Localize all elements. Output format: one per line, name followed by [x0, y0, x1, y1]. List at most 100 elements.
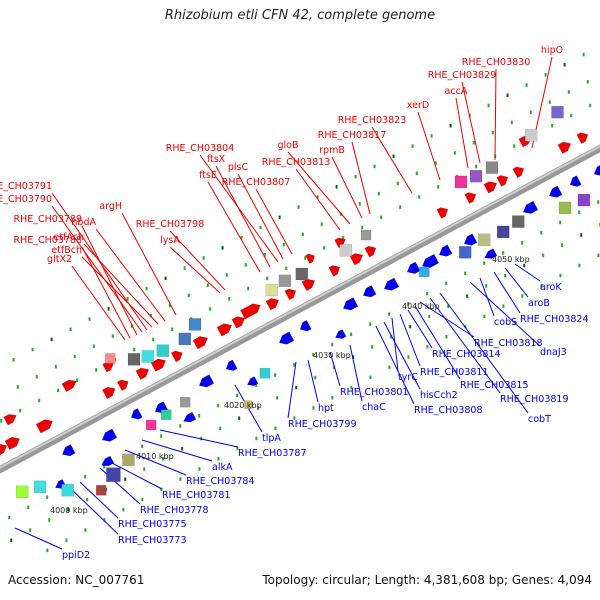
forward-gene-label-23-leader	[455, 97, 469, 169]
reverse-gene-7	[278, 331, 295, 345]
feature-block-17	[259, 368, 271, 379]
forward-gene-label-10-leader	[169, 246, 221, 294]
forward-gene-18	[364, 245, 377, 258]
forward-gene-label-24-leader	[461, 81, 481, 164]
forward-gene-label-9-leader	[121, 212, 177, 316]
reverse-gene-label-18-leader	[407, 309, 433, 349]
reverse-gene-outer-5	[335, 329, 347, 339]
forward-gene-7	[150, 358, 166, 372]
reverse-gene-label-23: dnaJ3	[540, 347, 567, 358]
feature-block-22	[478, 233, 491, 247]
reverse-gene-5	[198, 374, 215, 388]
feature-block-32	[105, 353, 116, 364]
forward-gene-label-10: lysA	[160, 235, 180, 246]
accession-value: NC_007761	[75, 573, 145, 587]
reverse-gene-9	[342, 297, 359, 311]
forward-gene-label-8-leader	[95, 228, 166, 322]
genome-backbone	[0, 144, 600, 474]
reverse-gene-label-12-leader	[329, 351, 341, 387]
forward-gene-8	[170, 350, 183, 363]
feature-block-28	[525, 129, 538, 142]
reverse-gene-label-11: hpt	[318, 403, 334, 414]
forward-gene-19	[436, 207, 449, 219]
reverse-gene-17	[548, 185, 563, 198]
reverse-gene-label-8: RHE_CH03787	[238, 448, 307, 459]
accession-label: Accession:	[8, 573, 72, 587]
reverse-gene-label-25-leader	[493, 271, 521, 314]
forward-gene-label-6: etfBch	[51, 245, 82, 256]
forward-gene-label-20-leader	[331, 156, 363, 219]
forward-gene-label-6-leader	[81, 256, 153, 328]
topology-value: circular	[322, 573, 367, 587]
feature-block-20	[419, 266, 430, 278]
reverse-gene-outer-3	[183, 411, 197, 423]
reverse-gene-outer-2	[101, 455, 115, 467]
feature-block-33	[95, 485, 107, 496]
forward-gene-label-15-leader	[237, 173, 284, 260]
feature-block-12	[178, 332, 192, 346]
kbp-label-6: 4050 kbp	[492, 255, 530, 264]
forward-gene-label-18: gloB	[278, 140, 299, 151]
reverse-gene-label-11-leader	[307, 359, 319, 403]
reverse-gene-12	[406, 261, 421, 274]
reverse-gene-3	[130, 408, 143, 420]
forward-gene-outer-1	[3, 414, 17, 426]
feature-block-11	[156, 344, 170, 357]
forward-gene-21	[483, 181, 498, 194]
forward-gene-13	[265, 298, 280, 311]
forward-gene-5	[116, 379, 129, 392]
forward-gene-label-1: gltX2	[47, 254, 72, 265]
feature-block-10	[141, 350, 155, 363]
length-value: 4,381,608 bp	[423, 573, 504, 587]
reverse-gene-label-14: RHE_CH03808	[414, 405, 483, 416]
forward-gene-label-25-leader	[494, 68, 497, 161]
kbp-label-5: 4040 kbp	[402, 302, 440, 311]
feature-block-21	[459, 246, 472, 259]
forward-gene-11	[231, 316, 246, 329]
reverse-gene-label-7: alkA	[212, 462, 233, 473]
accession-info: Accession: NC_007761	[8, 573, 144, 587]
reverse-gene-16	[522, 200, 539, 214]
feature-block-13	[188, 318, 202, 331]
forward-gene-label-22: xerD	[407, 100, 429, 111]
forward-gene-2	[4, 436, 20, 450]
reverse-gene-label-1-leader	[14, 527, 63, 550]
gene-label-layer: gltX2 RHE_CH03788 RHE_CH03789 RHE_CH03790 RH…	[0, 45, 589, 561]
reverse-gene-label-19-leader	[414, 305, 461, 380]
reverse-gene-label-21-leader	[429, 297, 501, 394]
forward-gene-label-18-leader	[287, 151, 351, 225]
forward-gene-label-22-leader	[417, 111, 441, 181]
forward-gene-label-2: RHE_CH03788	[14, 235, 83, 246]
forward-gene-label-1-leader	[71, 265, 126, 341]
reverse-gene-6	[225, 359, 238, 371]
feature-block-18	[339, 244, 352, 257]
forward-gene-3	[35, 419, 53, 434]
forward-gene-label-5: RHE_CH03791	[0, 181, 52, 192]
feature-block-27	[485, 161, 499, 174]
reverse-gene-label-26-leader	[504, 267, 529, 298]
forward-gene-label-23: accA	[445, 86, 468, 97]
forward-gene-label-14: RHE_CH03804	[166, 143, 235, 154]
reverse-gene-label-24: cobS	[494, 317, 517, 328]
reverse-gene-label-17-leader	[399, 313, 421, 367]
reverse-gene-label-22-leader	[439, 292, 529, 414]
feature-block-9	[127, 353, 141, 366]
forward-gene-label-5-leader	[51, 192, 148, 331]
reverse-gene-label-3-leader	[79, 481, 119, 519]
reverse-gene-label-9: tlpA	[262, 433, 281, 444]
reverse-gene-label-6: RHE_CH03784	[186, 476, 255, 487]
forward-gene-label-11: RHE_CH03798	[136, 219, 205, 230]
reverse-gene-label-6-leader	[124, 449, 187, 476]
feature-block-16	[295, 267, 308, 281]
tick-layer	[0, 52, 600, 553]
kbp-label-layer: 4000 kbp 4010 kbp 4020 kbp 4030 kbp 4040 kbp…	[50, 255, 530, 515]
kbp-label-3: 4020 kbp	[224, 401, 262, 410]
forward-gene-label-7: etfAch	[54, 232, 85, 243]
forward-gene-label-15: plsC	[228, 162, 249, 173]
reverse-gene-10	[362, 285, 377, 298]
kbp-label-2: 4010 kbp	[136, 452, 174, 461]
reverse-gene-label-21: RHE_CH03819	[500, 394, 569, 405]
reverse-gene-label-19: RHE_CH03815	[460, 380, 529, 391]
forward-gene-label-21-leader	[371, 126, 413, 194]
reverse-gene-label-5: RHE_CH03781	[162, 490, 231, 501]
